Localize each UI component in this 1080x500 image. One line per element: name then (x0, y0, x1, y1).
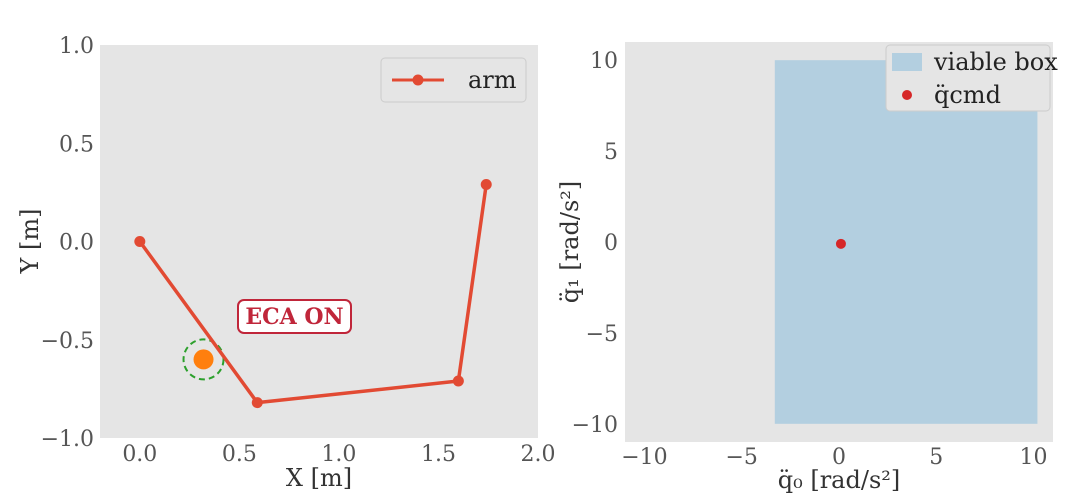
acceleration-y-ticks: 10 5 0 −5 −10 (572, 49, 618, 438)
arm-y-tick-label: 0.5 (59, 132, 94, 157)
arm-x-tick-label: 1.5 (421, 442, 456, 467)
acceleration-x-tick-label: −5 (726, 445, 758, 470)
arm-x-tick-label: 0.5 (222, 442, 257, 467)
arm-y-tick-label: −1.0 (41, 427, 94, 452)
viable-box-legend-label: viable box (933, 48, 1058, 76)
obstacle-safety-boundary (182, 338, 225, 381)
obstacle (182, 338, 225, 381)
q-cmd-legend-label: q̈cmd (934, 81, 1001, 109)
arm-series (134, 179, 492, 409)
arm-joint-point (251, 397, 263, 409)
arm-joint-point (452, 375, 464, 387)
arm-x-tick-label: 2.0 (521, 442, 556, 467)
arm-line (138, 184, 488, 405)
arm-plot: 0.0 0.5 1.0 1.5 2.0 1.00.50.0−0.5−1.0 X [m] … (16, 34, 556, 492)
arm-y-tick-label: 1.0 (59, 34, 94, 59)
acceleration-x-ticks: −10 −5 0 5 10 (621, 445, 1047, 470)
viable-box-region (774, 60, 1038, 424)
acceleration-x-tick-label: −10 (621, 445, 667, 470)
eca-badge: ECA ON (237, 299, 352, 334)
acceleration-legend-box (885, 44, 1051, 112)
arm-legend-box (380, 57, 527, 103)
arm-legend-marker (412, 74, 424, 86)
acceleration-y-tick-label: 10 (590, 49, 618, 74)
obstacle-marker (193, 349, 214, 370)
arm-y-tick-label: −0.5 (41, 329, 94, 354)
arm-x-ticks: 0.0 0.5 1.0 1.5 2.0 (122, 442, 555, 467)
viable-box-legend-swatch (892, 53, 922, 71)
acceleration-x-axis-label: q̈₀ [rad/s²] (778, 466, 901, 494)
arm-x-axis-label: X [m] (286, 464, 352, 492)
arm-y-axis-label: Y [m] (16, 209, 44, 275)
acceleration-y-tick-label: −10 (572, 413, 618, 438)
arm-y-tick-label: 0.0 (59, 231, 94, 256)
arm-y-ticks: 1.0 0.5 0.0 −0.5 −1.0 (41, 34, 94, 452)
q-cmd-series (835, 238, 846, 249)
acceleration-y-axis-label: q̈₁ [rad/s²] (556, 181, 584, 304)
eca-badge-label: ECA ON (245, 304, 343, 330)
acceleration-x-tick-label: 0 (832, 445, 846, 470)
arm-joint-point (134, 236, 146, 247)
arm-legend: arm (380, 57, 527, 103)
q-cmd-point (835, 238, 846, 249)
q-cmd-legend-marker (902, 90, 912, 100)
acceleration-y-tick-label: 0 (604, 231, 618, 256)
acceleration-x-tick-label: 5 (929, 445, 943, 470)
acceleration-y-tick-label: −5 (586, 322, 618, 347)
acceleration-plot: −10 −5 0 5 10 10 5 0 −5 −10 q̈₀ [rad/s²] q̈₁ [ra… (556, 42, 1058, 494)
acceleration-legend: viable box q̈cmd (885, 44, 1058, 112)
acceleration-x-tick-label: 10 (1020, 445, 1048, 470)
eca-badge-box (237, 299, 352, 334)
acceleration-y-tick-label: 5 (604, 140, 618, 165)
arm-x-tick-label: 0.0 (122, 442, 157, 467)
arm-legend-label: arm (468, 66, 517, 94)
arm-x-tick-label: 1.0 (321, 442, 356, 467)
arm-plot-area (100, 45, 538, 438)
arm-joint-point (480, 179, 492, 191)
